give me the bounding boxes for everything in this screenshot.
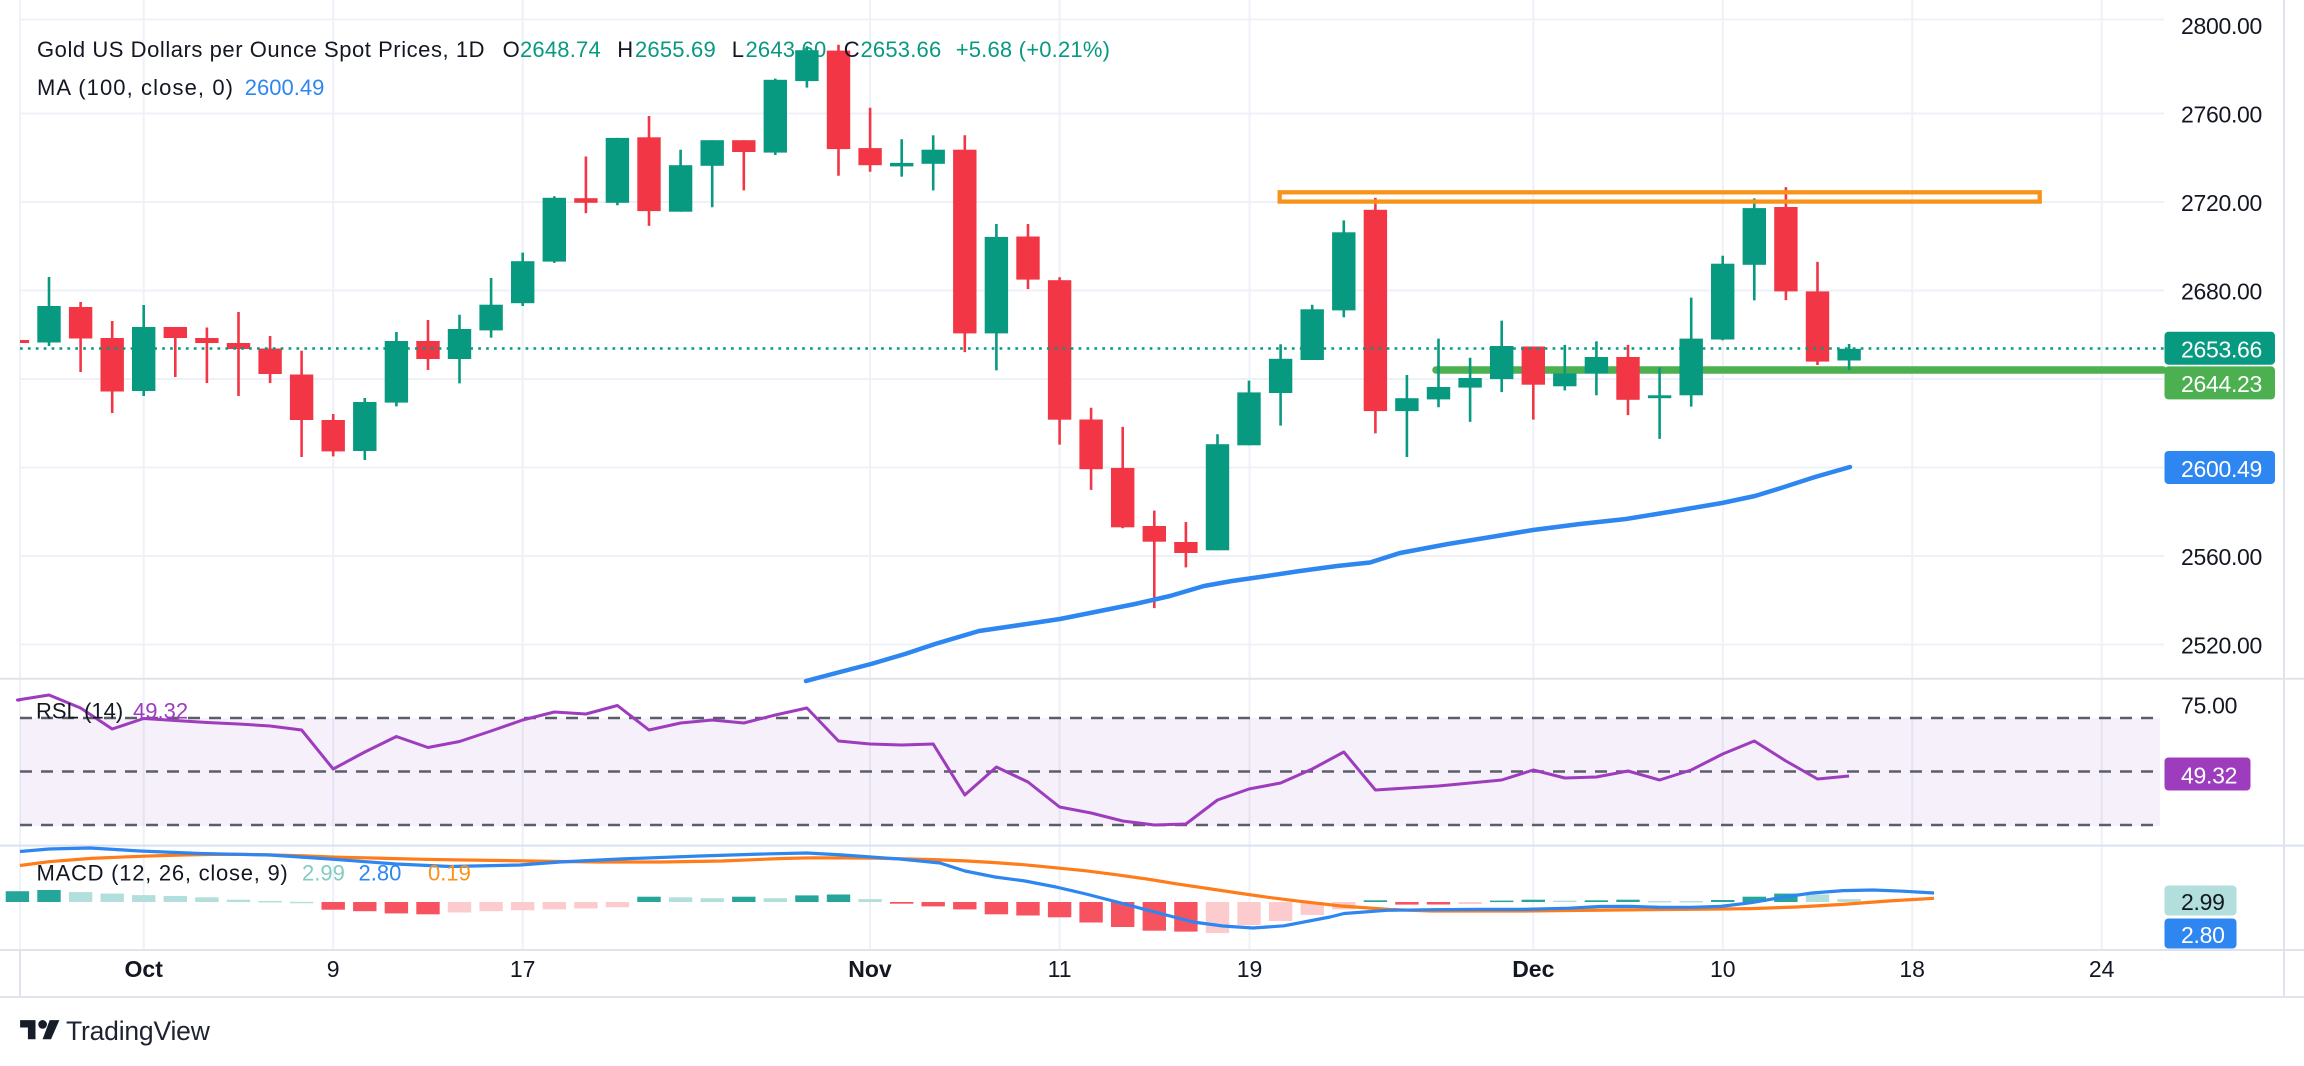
svg-text:Dec: Dec <box>1512 956 1554 982</box>
svg-text:2648.74: 2648.74 <box>520 37 601 62</box>
svg-text:2760.00: 2760.00 <box>2181 102 2262 128</box>
svg-text:MA (100, close, 0): MA (100, close, 0) <box>37 75 234 100</box>
svg-text:2.99: 2.99 <box>302 861 345 886</box>
svg-text:2720.00: 2720.00 <box>2181 190 2262 216</box>
svg-text:Gold US Dollars per Ounce Spot: Gold US Dollars per Ounce Spot Prices, 1… <box>37 37 485 62</box>
svg-text:10: 10 <box>1710 956 1736 982</box>
svg-text:L: L <box>732 37 744 62</box>
svg-text:H: H <box>617 37 633 62</box>
svg-text:2643.60: 2643.60 <box>746 37 827 62</box>
svg-text:2.80: 2.80 <box>2181 922 2225 948</box>
svg-text:49.32: 49.32 <box>2181 762 2237 788</box>
svg-text:0.19: 0.19 <box>428 861 471 886</box>
svg-text:19: 19 <box>1237 956 1263 982</box>
svg-text:2655.69: 2655.69 <box>635 37 716 62</box>
svg-text:2644.23: 2644.23 <box>2181 371 2262 397</box>
svg-text:49.32: 49.32 <box>133 699 188 724</box>
svg-text:Nov: Nov <box>848 956 892 982</box>
svg-text:+5.68 (+0.21%): +5.68 (+0.21%) <box>956 37 1110 62</box>
svg-text:2680.00: 2680.00 <box>2181 279 2262 305</box>
svg-text:75.00: 75.00 <box>2181 693 2237 719</box>
svg-text:2520.00: 2520.00 <box>2181 633 2262 659</box>
svg-text:RSL (14): RSL (14) <box>36 699 123 724</box>
svg-text:Oct: Oct <box>125 956 164 982</box>
svg-text:11: 11 <box>1048 956 1072 982</box>
svg-text:24: 24 <box>2089 956 2115 982</box>
svg-text:TradingView: TradingView <box>66 1016 211 1046</box>
svg-text:2600.49: 2600.49 <box>245 75 325 100</box>
svg-text:2560.00: 2560.00 <box>2181 544 2262 570</box>
svg-text:2.80: 2.80 <box>359 861 402 886</box>
svg-text:9: 9 <box>327 956 340 982</box>
svg-text:C: C <box>844 37 860 62</box>
svg-text:2653.66: 2653.66 <box>861 37 942 62</box>
svg-text:2600.49: 2600.49 <box>2181 456 2262 482</box>
svg-text:2800.00: 2800.00 <box>2181 13 2262 39</box>
svg-text:2.99: 2.99 <box>2181 889 2225 915</box>
svg-text:MACD (12, 26, close, 9): MACD (12, 26, close, 9) <box>37 861 289 886</box>
svg-text:17: 17 <box>510 956 536 982</box>
svg-text:O: O <box>503 37 520 62</box>
svg-text:2653.66: 2653.66 <box>2181 337 2262 363</box>
svg-text:18: 18 <box>1899 956 1925 982</box>
